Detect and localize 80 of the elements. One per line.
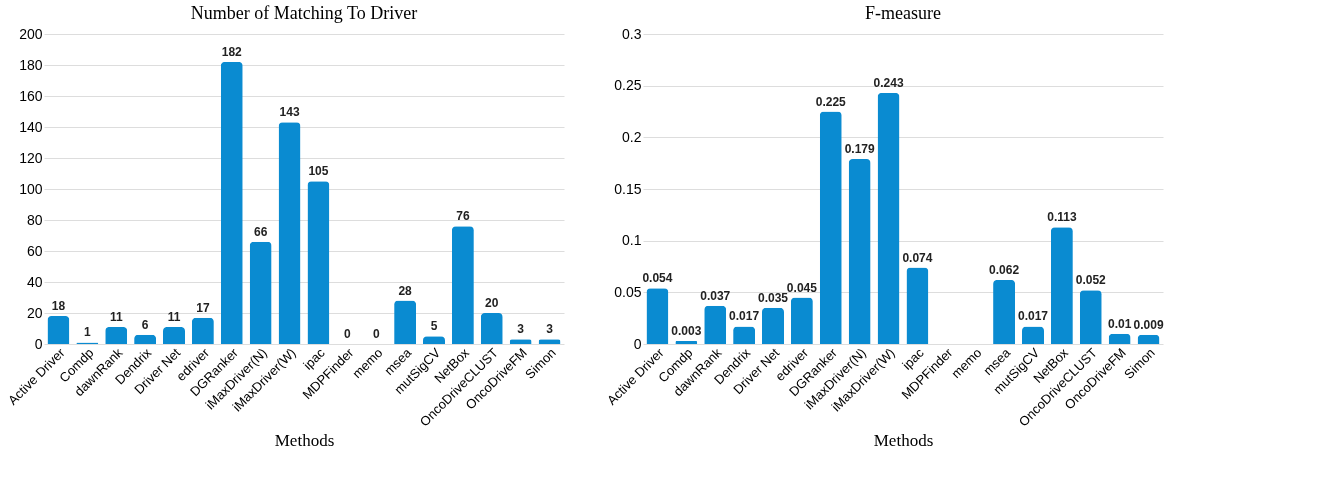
data-label: 0.074	[902, 250, 933, 265]
y-tick-label: 0.3	[622, 25, 642, 42]
data-label: 143	[279, 105, 300, 120]
bar	[105, 326, 128, 344]
x-axis-title: Methods	[274, 431, 335, 451]
data-label: 11	[109, 309, 123, 324]
bar	[906, 267, 929, 344]
data-label: 76	[456, 209, 470, 224]
data-label: 20	[485, 296, 499, 310]
bar	[819, 111, 842, 344]
bar	[762, 307, 784, 344]
data-label: 28	[398, 283, 413, 298]
y-tick-label: 60	[26, 242, 43, 259]
data-label: 0.179	[844, 142, 876, 157]
y-tick-label: 0.2	[622, 128, 642, 145]
data-label: 3	[517, 322, 525, 337]
bar	[675, 340, 698, 344]
bar	[704, 305, 727, 344]
bar	[163, 326, 185, 344]
data-label: 66	[253, 224, 268, 239]
bar	[848, 159, 871, 344]
data-label: 0.003	[671, 323, 702, 338]
bar	[47, 316, 70, 344]
data-label: 0.045	[786, 280, 818, 295]
bar	[451, 226, 474, 344]
y-tick-label: 180	[19, 56, 43, 73]
bar	[307, 181, 330, 344]
data-label: 0	[372, 327, 380, 341]
data-label: 6	[141, 317, 149, 332]
chart-title: F-measure	[865, 3, 941, 23]
bar	[394, 300, 417, 344]
y-tick-label: 40	[26, 273, 43, 290]
data-label: 17	[196, 300, 210, 315]
data-label: 0.225	[815, 94, 847, 109]
bar	[877, 92, 900, 344]
data-label: 182	[221, 44, 243, 59]
y-tick-label: 120	[19, 149, 43, 166]
data-label: 0.009	[1133, 317, 1164, 332]
y-tick-label: 100	[19, 180, 43, 197]
bar	[1022, 326, 1044, 344]
bar	[790, 297, 813, 344]
data-label: 18	[51, 299, 66, 314]
y-tick-label: 200	[19, 25, 43, 42]
y-tick-label: 0.05	[614, 283, 642, 300]
data-label: 0.01	[1107, 316, 1132, 331]
data-label: 0.017	[1017, 309, 1049, 324]
data-label: 0.243	[873, 75, 904, 90]
bar	[220, 61, 243, 344]
y-tick-label: 0	[34, 335, 43, 352]
chart-title: Number of Matching To Driver	[190, 3, 418, 23]
data-label: 1	[83, 325, 91, 340]
data-label: 0.113	[1047, 210, 1077, 225]
data-label: 11	[167, 309, 181, 324]
bar	[1050, 227, 1073, 344]
data-label: 0.052	[1075, 273, 1107, 288]
y-tick-label: 0.1	[622, 232, 642, 249]
bar	[249, 241, 272, 344]
y-tick-label: 20	[26, 304, 43, 321]
bar	[191, 317, 214, 344]
x-axis-title: Methods	[873, 431, 934, 451]
data-label: 0.037	[700, 288, 731, 303]
y-tick-label: 160	[19, 87, 43, 104]
y-tick-label: 140	[19, 118, 43, 135]
bar	[1079, 290, 1102, 344]
bar	[646, 288, 669, 344]
y-tick-label: 80	[26, 211, 43, 228]
y-tick-label: 0	[633, 335, 642, 352]
y-tick-label: 0.15	[614, 180, 642, 197]
bar	[278, 122, 301, 344]
data-label: 0.017	[729, 309, 760, 324]
bar	[480, 313, 503, 344]
data-label: 0	[343, 327, 351, 341]
data-label: 0.062	[989, 262, 1020, 277]
y-tick-label: 0.25	[614, 77, 642, 94]
data-label: 105	[308, 164, 329, 179]
data-label: 3	[546, 322, 554, 337]
bar	[733, 326, 756, 344]
data-label: 0.054	[642, 271, 673, 286]
data-label: 5	[430, 319, 438, 334]
bar	[993, 279, 1016, 344]
